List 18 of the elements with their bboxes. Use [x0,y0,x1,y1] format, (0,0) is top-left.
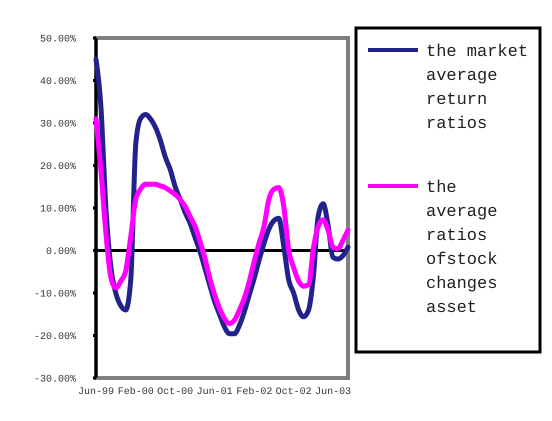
x-tick-label: Jun-03 [315,387,352,398]
y-tick-label: 40.00% [40,77,76,88]
y-tick-label: 0.00% [46,247,76,258]
legend-label: the market average return ratios [426,43,528,134]
legend-label: the average ratios ofstock changes asset [426,179,498,318]
x-tick-label: Jun-99 [78,387,114,398]
y-tick-label: -30.00% [34,374,76,386]
x-tick-label: Jun-01 [196,387,233,398]
y-tick-label: 50.00% [40,34,76,46]
x-tick-label: Oct-00 [157,387,194,398]
y-tick-label: -10.00% [34,290,76,300]
x-tick-label: Feb-00 [118,386,154,398]
y-tick-label: 10.00% [40,204,76,216]
y-tick-label: 30.00% [40,120,76,130]
y-tick-label: -20.00% [34,332,76,343]
x-tick-label: Feb-02 [236,386,272,398]
x-tick-label: Oct-02 [276,387,312,398]
y-tick-label: 20.00% [40,162,76,173]
